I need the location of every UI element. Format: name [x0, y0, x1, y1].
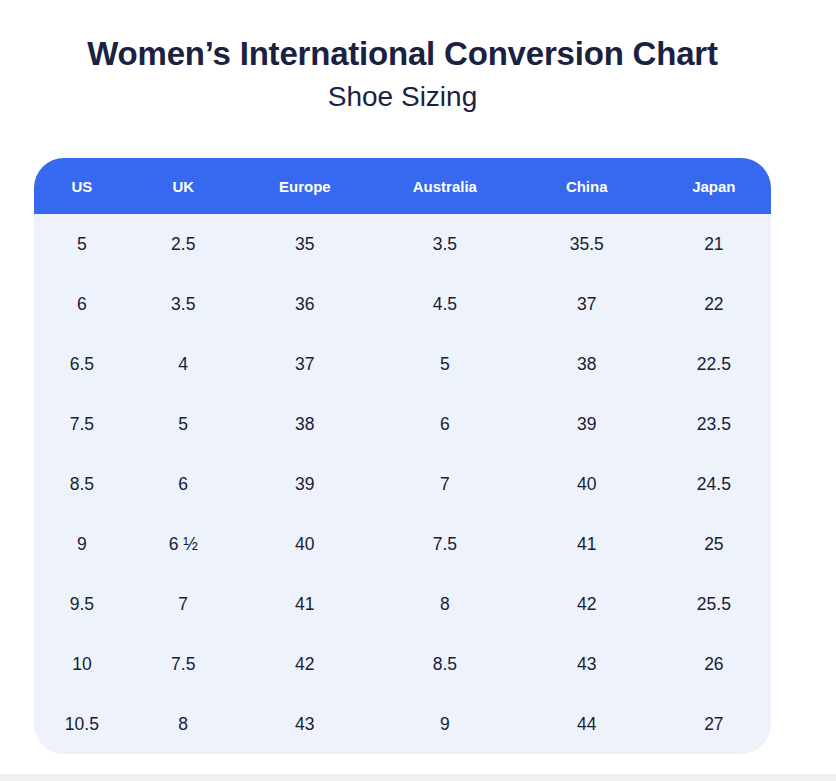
column-header-us: US: [34, 158, 130, 214]
table-cell: 25: [657, 514, 771, 574]
table-cell: 6: [373, 394, 517, 454]
table-header-row: USUKEuropeAustraliaChinaJapan: [34, 158, 771, 214]
table-cell: 24.5: [657, 454, 771, 514]
table-row: 7.553863923.5: [34, 394, 771, 454]
table-cell: 44: [517, 694, 657, 754]
table-cell: 5: [130, 394, 237, 454]
table-cell: 6.5: [34, 334, 130, 394]
table-row: 9.574184225.5: [34, 574, 771, 634]
table-cell: 8: [373, 574, 517, 634]
table-cell: 38: [237, 394, 373, 454]
table-row: 6.543753822.5: [34, 334, 771, 394]
table-cell: 7: [373, 454, 517, 514]
table-cell: 7.5: [34, 394, 130, 454]
table-cell: 36: [237, 274, 373, 334]
table-cell: 5: [373, 334, 517, 394]
table-cell: 25.5: [657, 574, 771, 634]
table-cell: 8.5: [373, 634, 517, 694]
table-cell: 39: [237, 454, 373, 514]
table-cell: 23.5: [657, 394, 771, 454]
bottom-strip: [0, 774, 836, 781]
table-cell: 40: [517, 454, 657, 514]
column-header-australia: Australia: [373, 158, 517, 214]
table-cell: 6: [130, 454, 237, 514]
table-cell: 43: [517, 634, 657, 694]
page-subtitle: Shoe Sizing: [34, 80, 771, 114]
table-cell: 37: [237, 334, 373, 394]
table-row: 96 ½407.54125: [34, 514, 771, 574]
table-cell: 43: [237, 694, 373, 754]
table-cell: 42: [237, 634, 373, 694]
table-row: 8.563974024.5: [34, 454, 771, 514]
table-cell: 35: [237, 214, 373, 274]
table-row: 10.584394427: [34, 694, 771, 754]
table-cell: 2.5: [130, 214, 237, 274]
table-cell: 26: [657, 634, 771, 694]
table-cell: 10.5: [34, 694, 130, 754]
table-row: 107.5428.54326: [34, 634, 771, 694]
column-header-japan: Japan: [657, 158, 771, 214]
table-cell: 8.5: [34, 454, 130, 514]
table-cell: 27: [657, 694, 771, 754]
column-header-uk: UK: [130, 158, 237, 214]
table-cell: 7.5: [373, 514, 517, 574]
table-cell: 37: [517, 274, 657, 334]
table-cell: 7.5: [130, 634, 237, 694]
table-cell: 4: [130, 334, 237, 394]
table-cell: 22.5: [657, 334, 771, 394]
table-cell: 39: [517, 394, 657, 454]
table-cell: 8: [130, 694, 237, 754]
table-cell: 40: [237, 514, 373, 574]
table-cell: 9.5: [34, 574, 130, 634]
table-cell: 38: [517, 334, 657, 394]
table-cell: 9: [373, 694, 517, 754]
table-cell: 6: [34, 274, 130, 334]
page-title: Women’s International Conversion Chart: [34, 34, 771, 74]
table-cell: 41: [517, 514, 657, 574]
conversion-table-card: USUKEuropeAustraliaChinaJapan 52.5353.53…: [34, 158, 771, 754]
table-cell: 3.5: [130, 274, 237, 334]
table-cell: 22: [657, 274, 771, 334]
table-cell: 3.5: [373, 214, 517, 274]
table-cell: 10: [34, 634, 130, 694]
table-row: 63.5364.53722: [34, 274, 771, 334]
conversion-table: USUKEuropeAustraliaChinaJapan 52.5353.53…: [34, 158, 771, 754]
table-cell: 9: [34, 514, 130, 574]
table-cell: 42: [517, 574, 657, 634]
table-cell: 7: [130, 574, 237, 634]
page-container: Women’s International Conversion Chart S…: [34, 34, 771, 754]
table-cell: 41: [237, 574, 373, 634]
table-cell: 21: [657, 214, 771, 274]
column-header-europe: Europe: [237, 158, 373, 214]
table-cell: 4.5: [373, 274, 517, 334]
table-cell: 35.5: [517, 214, 657, 274]
table-body: 52.5353.535.52163.5364.537226.543753822.…: [34, 214, 771, 754]
table-cell: 5: [34, 214, 130, 274]
table-row: 52.5353.535.521: [34, 214, 771, 274]
table-cell: 6 ½: [130, 514, 237, 574]
column-header-china: China: [517, 158, 657, 214]
